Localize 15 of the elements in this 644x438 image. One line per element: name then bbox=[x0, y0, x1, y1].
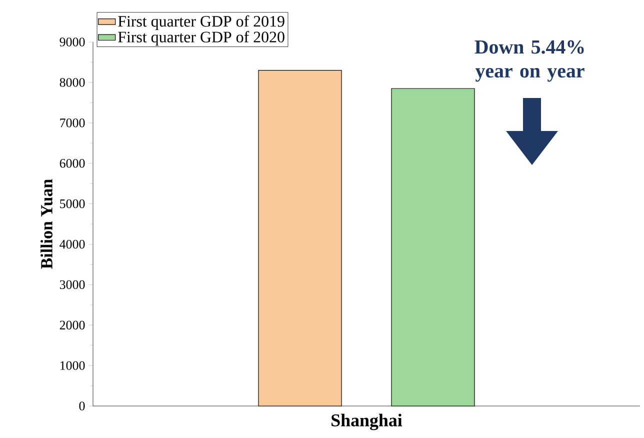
y-tick-label: 2000 bbox=[60, 320, 85, 330]
annotation: Down 5.44% year on year bbox=[474, 40, 584, 82]
legend-label: First quarter GDP of 2019 bbox=[118, 15, 284, 30]
y-tick-label: 3000 bbox=[60, 280, 85, 290]
y-tick-label: 9000 bbox=[60, 38, 85, 46]
y-tick-label: 1000 bbox=[60, 361, 85, 370]
legend-label: First quarter GDP of 2020 bbox=[118, 31, 284, 46]
y-tick-label: 7000 bbox=[60, 118, 85, 128]
y-tick-label: 4000 bbox=[60, 240, 85, 249]
y-tick-label: 5000 bbox=[60, 199, 85, 208]
y-tick-label: 8000 bbox=[60, 78, 85, 87]
y-axis-title: Billion Yuan bbox=[40, 179, 52, 269]
x-tick-label: Shanghai bbox=[332, 414, 402, 430]
y-tick-label: 0 bbox=[79, 402, 85, 410]
y-tick-label: 6000 bbox=[60, 158, 85, 168]
